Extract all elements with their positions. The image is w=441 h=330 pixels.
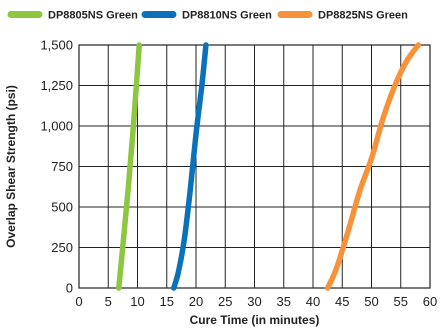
series-line-dp8810ns-green [171,42,209,291]
x-axis-title: Cure Time (in minutes) [190,313,320,327]
x-tick-label-30: 30 [247,294,261,309]
series-line-dp8805ns-green [116,42,142,291]
x-axis-tick-labels: 0 5 10 15 20 25 30 35 40 45 50 55 60 [75,294,437,309]
x-tick-label-10: 10 [130,294,144,309]
y-tick-label-1250: 1,250 [40,78,73,93]
y-tick-label-1500: 1,500 [40,38,73,53]
x-tick-label-45: 45 [335,294,349,309]
y-tick-label-250: 250 [51,240,73,255]
plot-area-frame [78,44,431,289]
y-tick-label-1000: 1,000 [40,119,73,134]
x-tick-label-35: 35 [277,294,291,309]
legend-label-dp8825ns-green: DP8825NS Green [318,10,408,22]
x-tick-label-15: 15 [160,294,174,309]
x-tick-label-55: 55 [394,294,408,309]
y-axis-tick-labels: 0 250 500 750 1,000 1,250 1,500 [40,38,73,296]
y-axis-title: Overlap Shear Strength (psi) [4,85,18,248]
y-tick-label-750: 750 [51,159,73,174]
x-tick-label-25: 25 [218,294,232,309]
x-tick-label-0: 0 [75,294,82,309]
x-tick-label-50: 50 [364,294,378,309]
x-tick-label-60: 60 [423,294,437,309]
series-line-dp8825ns-green [324,42,422,291]
y-tick-label-500: 500 [51,200,73,215]
y-tick-label-0: 0 [66,281,73,296]
x-tick-label-40: 40 [306,294,320,309]
legend-label-dp8810ns-green: DP8810NS Green [182,10,272,22]
legend-label-dp8805ns-green: DP8805NS Green [48,10,138,22]
x-tick-label-5: 5 [105,294,112,309]
legend: DP8805NS Green DP8810NS Green DP8825NS Gre… [7,10,408,22]
series-lines [116,42,422,291]
x-tick-label-20: 20 [189,294,203,309]
